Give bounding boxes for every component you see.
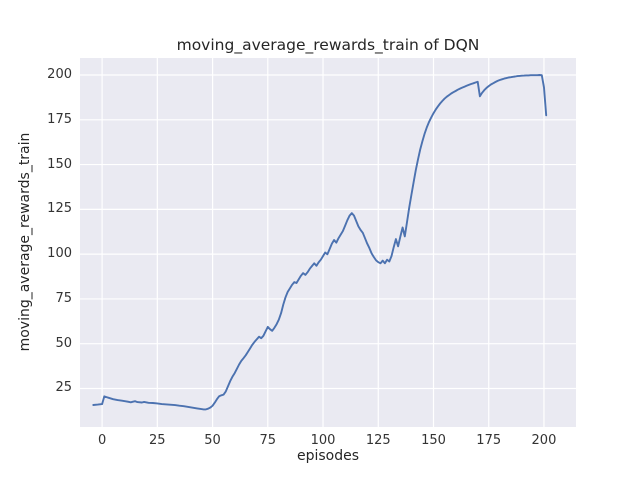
plot-area — [80, 58, 576, 427]
x-tick-label: 125 — [365, 433, 391, 448]
y-tick-label: 25 — [55, 380, 72, 396]
line-chart-svg — [80, 58, 576, 427]
y-tick-label: 50 — [55, 335, 72, 351]
x-tick-label: 100 — [310, 433, 336, 448]
y-tick-label: 100 — [47, 246, 72, 262]
chart-title: moving_average_rewards_train of DQN — [176, 36, 480, 54]
x-tick-label: 150 — [421, 433, 446, 448]
y-tick-label: 175 — [47, 111, 72, 127]
y-tick-label: 150 — [47, 156, 72, 172]
y-tick-label: 200 — [47, 67, 72, 83]
x-axis-label: episodes — [296, 448, 360, 464]
series-line — [92, 74, 548, 411]
y-tick-label: 125 — [47, 201, 72, 217]
y-tick-label: 75 — [55, 290, 72, 306]
x-tick-label: 175 — [476, 433, 502, 448]
plot-background — [80, 58, 576, 427]
x-tick-label: 50 — [204, 433, 221, 448]
x-tick-label: 0 — [97, 433, 107, 448]
x-tick-label: 25 — [149, 433, 166, 448]
x-tick-label: 200 — [531, 433, 557, 448]
x-tick-label: 75 — [259, 433, 277, 448]
